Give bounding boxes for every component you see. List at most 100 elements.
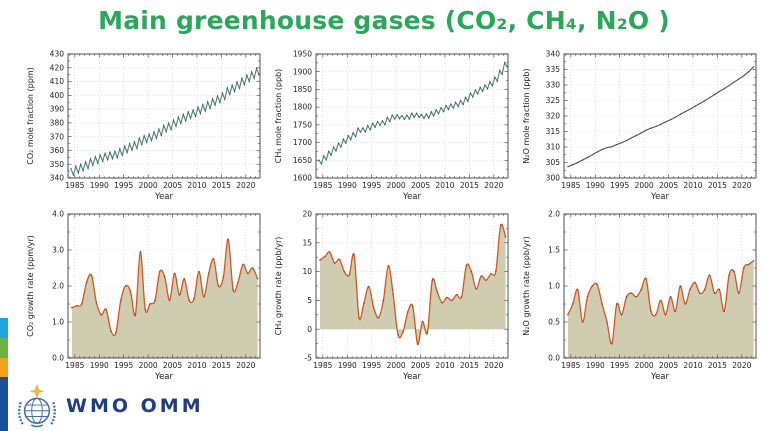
svg-text:3.0: 3.0 [52,246,64,255]
svg-text:Year: Year [650,372,670,382]
svg-text:1900: 1900 [293,67,312,76]
svg-text:2000: 2000 [387,181,406,190]
wmo-logo-text: WMO OMM [66,395,204,417]
svg-text:370: 370 [50,132,65,141]
svg-text:CH₄ growth rate (ppb/yr): CH₄ growth rate (ppb/yr) [274,237,283,336]
svg-text:2000: 2000 [139,181,158,190]
svg-text:1990: 1990 [90,361,109,370]
svg-text:325: 325 [546,96,561,105]
svg-text:Year: Year [402,192,422,202]
svg-text:1750: 1750 [293,120,312,129]
svg-text:N₂O mole fraction (ppb): N₂O mole fraction (ppb) [522,68,531,163]
svg-text:1995: 1995 [610,181,629,190]
svg-text:1990: 1990 [338,181,357,190]
svg-text:1985: 1985 [561,181,580,190]
svg-text:-5: -5 [305,354,313,363]
svg-text:0: 0 [307,325,312,334]
ch4-growth-rate-chart: 1985 1990 1995 2000 2005 2010 2015 2020 -5 0 5 10 15… [270,208,518,388]
svg-text:2020: 2020 [484,181,503,190]
svg-text:2020: 2020 [236,361,255,370]
n2o-growth-rate-chart: 1985 1990 1995 2000 2005 2010 2015 2020 0.0 0.5 1.… [518,208,766,388]
svg-text:2.0: 2.0 [52,282,64,291]
svg-text:20: 20 [302,210,312,219]
svg-text:1985: 1985 [65,181,84,190]
svg-text:CO₂ mole fraction (ppm): CO₂ mole fraction (ppm) [26,67,35,164]
svg-text:1995: 1995 [362,181,381,190]
svg-text:1995: 1995 [362,361,381,370]
svg-text:1985: 1985 [65,361,84,370]
svg-text:360: 360 [50,146,65,155]
co2-mole-fraction-chart: 1985 1990 1995 2000 2005 2010 2015 2020 340 350 36… [22,48,270,208]
svg-text:Year: Year [154,192,174,202]
svg-text:1800: 1800 [293,103,312,112]
svg-text:2010: 2010 [435,181,454,190]
svg-text:2015: 2015 [708,181,727,190]
svg-text:1995: 1995 [610,361,629,370]
svg-text:410: 410 [50,77,65,86]
svg-text:1.0: 1.0 [52,318,64,327]
svg-text:1600: 1600 [293,174,312,183]
svg-text:CO₂ growth rate (ppm/yr): CO₂ growth rate (ppm/yr) [26,235,35,337]
svg-text:1995: 1995 [114,361,133,370]
stripe-blue [0,377,8,431]
n2o-mole-fraction-chart: 1985 1990 1995 2000 2005 2010 2015 2020 300 305 31… [518,48,766,208]
svg-text:420: 420 [50,63,65,72]
svg-text:2000: 2000 [139,361,158,370]
svg-text:2005: 2005 [163,361,182,370]
svg-text:340: 340 [546,50,561,59]
page-title: Main greenhouse gases (CO₂, CH₄, N₂O ) [98,6,670,35]
svg-text:1990: 1990 [586,361,605,370]
svg-text:2010: 2010 [683,181,702,190]
svg-text:1990: 1990 [90,181,109,190]
svg-text:2005: 2005 [659,181,678,190]
svg-text:2010: 2010 [187,181,206,190]
svg-text:0.0: 0.0 [548,354,560,363]
svg-text:1985: 1985 [313,181,332,190]
svg-text:2020: 2020 [732,361,751,370]
svg-text:2020: 2020 [484,361,503,370]
ch4-mole-fraction-plot: 1985 1990 1995 2000 2005 2010 2015 2020 1600 1650… [274,50,509,202]
svg-text:310: 310 [546,143,561,152]
stripe-cyan [0,318,8,338]
n2o-mole-fraction-plot: 1985 1990 1995 2000 2005 2010 2015 2020 300 305 31… [522,50,757,202]
svg-text:430: 430 [50,50,65,59]
svg-text:2005: 2005 [163,181,182,190]
charts-grid: 1985 1990 1995 2000 2005 2010 2015 2020 340 350 36… [22,48,766,388]
svg-text:Year: Year [154,372,174,382]
svg-text:1985: 1985 [313,361,332,370]
svg-text:2000: 2000 [635,361,654,370]
svg-text:380: 380 [50,118,65,127]
svg-text:15: 15 [302,238,312,247]
co2-growth-rate-chart: 1985 1990 1995 2000 2005 2010 2015 2020 0.0 1.0 2.… [22,208,270,388]
brand-stripe [0,318,8,431]
svg-text:0.0: 0.0 [52,354,64,363]
svg-text:2000: 2000 [387,361,406,370]
svg-text:4.0: 4.0 [52,210,64,219]
svg-text:N₂O growth rate (ppb/yr): N₂O growth rate (ppb/yr) [522,236,531,335]
svg-text:2005: 2005 [411,361,430,370]
svg-text:CH₄ mole fraction (ppb): CH₄ mole fraction (ppb) [274,69,283,163]
ch4-growth-rate-plot: 1985 1990 1995 2000 2005 2010 2015 2020 -5 0 5 10 15… [274,210,509,382]
svg-text:400: 400 [50,91,65,100]
svg-text:305: 305 [546,158,561,167]
svg-text:0.5: 0.5 [548,318,560,327]
svg-text:2010: 2010 [187,361,206,370]
co2-mole-fraction-plot: 1985 1990 1995 2000 2005 2010 2015 2020 340 350 36… [26,50,261,202]
stripe-orange [0,358,8,377]
svg-text:2015: 2015 [460,361,479,370]
wmo-logo-icon [18,384,56,428]
svg-text:1990: 1990 [586,181,605,190]
svg-text:340: 340 [50,174,65,183]
svg-text:Year: Year [650,192,670,202]
footer: WMO OMM [16,384,204,428]
svg-text:2000: 2000 [635,181,654,190]
svg-text:300: 300 [546,174,561,183]
svg-text:2015: 2015 [460,181,479,190]
svg-text:2015: 2015 [212,181,231,190]
svg-text:350: 350 [50,160,65,169]
svg-text:330: 330 [546,81,561,90]
svg-text:1700: 1700 [293,138,312,147]
svg-text:2010: 2010 [683,361,702,370]
svg-text:2005: 2005 [411,181,430,190]
